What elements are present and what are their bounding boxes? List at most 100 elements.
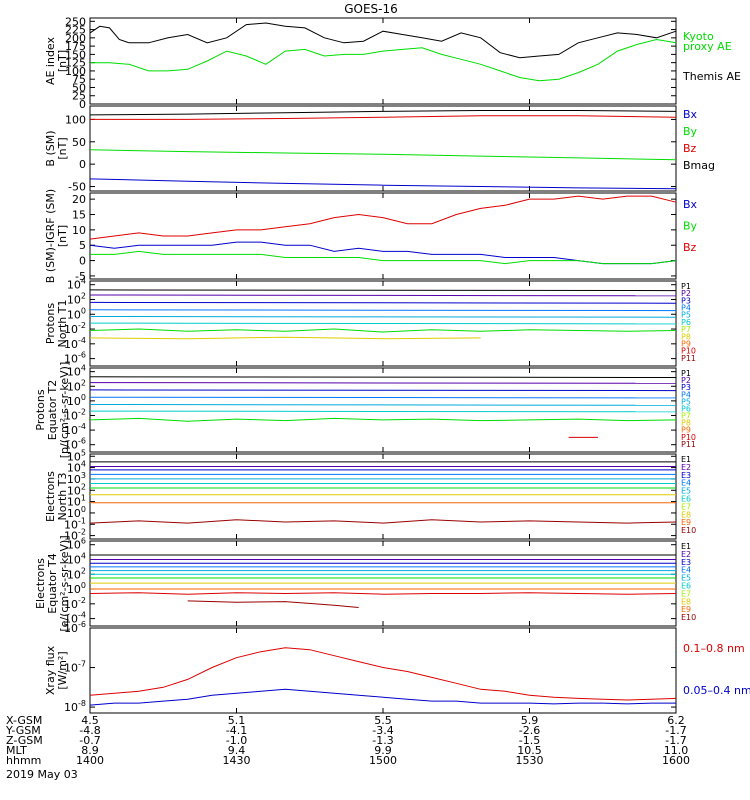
series-line bbox=[89, 322, 677, 325]
x-axis-value: -1.3 bbox=[372, 734, 393, 747]
legend-entry: E1 bbox=[681, 542, 691, 551]
y-tick-label: 104 bbox=[67, 364, 86, 379]
legend-entry: P11 bbox=[681, 354, 696, 363]
x-axis-value: 1400 bbox=[76, 754, 104, 767]
y-axis-label: Equator T4 bbox=[46, 553, 59, 613]
legend-entry: P6 bbox=[681, 404, 691, 413]
legend-entry: Bx bbox=[683, 198, 698, 211]
x-axis-row-label: X-GSM bbox=[6, 714, 42, 727]
legend-entry: P8 bbox=[681, 332, 691, 341]
y-tick-label: 10-7 bbox=[64, 660, 86, 675]
series-line bbox=[89, 294, 677, 297]
y-tick-label: 100 bbox=[67, 581, 86, 596]
x-axis-value: 1600 bbox=[662, 754, 690, 767]
y-tick-label: 10 bbox=[72, 224, 86, 237]
x-axis-row-label: Y-GSM bbox=[5, 724, 41, 737]
y-tick-label: 100 bbox=[67, 393, 86, 408]
x-axis-value: -1.7 bbox=[665, 734, 686, 747]
x-axis-value: 9.4 bbox=[228, 744, 246, 757]
series-line bbox=[89, 389, 677, 392]
legend-entry: 0.05–0.4 nm bbox=[683, 684, 750, 697]
y-tick-label: 75 bbox=[72, 73, 86, 86]
x-axis-value: -4.1 bbox=[226, 724, 247, 737]
legend-entry: E1 bbox=[681, 455, 691, 464]
y-tick-label: 104 bbox=[67, 551, 86, 566]
y-tick-label: 250 bbox=[65, 15, 86, 28]
series-line bbox=[89, 382, 677, 384]
legend-entry: proxy AE bbox=[683, 40, 732, 53]
x-axis-value: -1.7 bbox=[665, 724, 686, 737]
x-axis-value: -2.6 bbox=[519, 724, 540, 737]
date-label: 2019 May 03 bbox=[6, 768, 78, 781]
y-tick-label: 10-2 bbox=[64, 321, 86, 336]
legend-entry: 0.1–0.8 nm bbox=[683, 642, 745, 655]
y-tick-label: 10-6 bbox=[64, 437, 86, 452]
legend-entry: Bz bbox=[683, 241, 697, 254]
y-tick-label: 0 bbox=[79, 255, 86, 268]
y-tick-label: 104 bbox=[67, 277, 86, 292]
y-axis-label: North T3 bbox=[56, 473, 69, 521]
legend-entry: E7 bbox=[681, 502, 691, 511]
x-axis-value: 10.5 bbox=[517, 744, 542, 757]
y-tick-label: 10-6 bbox=[64, 351, 86, 366]
x-axis-row-label: MLT bbox=[6, 744, 27, 757]
y-tick-label: 102 bbox=[67, 566, 86, 581]
legend-entry: P4 bbox=[681, 304, 691, 313]
series-line bbox=[89, 301, 677, 304]
x-axis-value: -1.5 bbox=[519, 734, 540, 747]
series-line bbox=[89, 647, 677, 701]
legend-entry: E10 bbox=[681, 613, 696, 622]
legend-entry: Bx bbox=[683, 108, 698, 121]
y-tick-label: 10-2 bbox=[64, 407, 86, 422]
legend-entry: By bbox=[683, 125, 698, 138]
legend-entry: E9 bbox=[681, 605, 691, 614]
series-line bbox=[89, 289, 677, 292]
y-axis-label: AE index bbox=[44, 36, 57, 85]
legend-entry: Bmag bbox=[683, 159, 715, 172]
legend-entry: E8 bbox=[681, 510, 691, 519]
panel-8: 10-8 10-7 10-6 Xray flux [W/m²] 0.1–0.8 nm 0.0… bbox=[44, 620, 750, 714]
y-tick-label: 104 bbox=[67, 460, 86, 475]
x-axis-row-label: Z-GSM bbox=[6, 734, 43, 747]
x-axis-value: 6.2 bbox=[667, 714, 685, 727]
y-tick-label: 10-2 bbox=[64, 528, 86, 543]
legend-entry: P6 bbox=[681, 318, 691, 327]
y-tick-label: 102 bbox=[67, 378, 86, 393]
series-line bbox=[90, 38, 677, 82]
series-line bbox=[89, 178, 677, 190]
y-tick-label: 100 bbox=[65, 113, 86, 126]
legend-entry: E8 bbox=[681, 597, 691, 606]
y-tick-label: 25 bbox=[72, 90, 86, 103]
y-tick-label: 101 bbox=[67, 494, 86, 509]
x-axis-value: 1500 bbox=[369, 754, 397, 767]
series-line bbox=[89, 417, 677, 422]
y-tick-label: 150 bbox=[65, 48, 86, 61]
y-tick-label: 103 bbox=[67, 471, 86, 486]
legend-entry: P5 bbox=[681, 397, 691, 406]
legend-entry: E6 bbox=[681, 582, 691, 591]
series-line bbox=[89, 336, 481, 340]
y-tick-label: 50 bbox=[72, 81, 86, 94]
y-tick-label: 105 bbox=[67, 448, 86, 463]
legend-entry: P7 bbox=[681, 325, 691, 334]
legend-entry: P10 bbox=[681, 347, 696, 356]
series-line bbox=[89, 404, 677, 406]
panel-3: -5 0 5 10 15 20 B (SM)-IGRF (SM) [nT] Bx By Bz bbox=[44, 189, 698, 283]
x-axis-value: 1430 bbox=[223, 754, 251, 767]
x-axis-value: -4.8 bbox=[79, 724, 100, 737]
y-axis-label: [nT] bbox=[56, 225, 69, 247]
legend-entry: P2 bbox=[681, 289, 691, 298]
y-tick-label: 10-1 bbox=[64, 516, 86, 531]
y-tick-label: 15 bbox=[72, 209, 86, 222]
series-line bbox=[89, 328, 677, 333]
x-axis-value: -0.7 bbox=[79, 734, 100, 747]
y-axis-label: [W/m²] bbox=[56, 651, 69, 689]
y-tick-label: 10-4 bbox=[64, 611, 86, 626]
y-axis-label: Electrons bbox=[34, 558, 47, 609]
x-axis-value: -3.4 bbox=[372, 724, 393, 737]
x-axis-value: -1.0 bbox=[226, 734, 247, 747]
legend-entry: P7 bbox=[681, 412, 691, 421]
